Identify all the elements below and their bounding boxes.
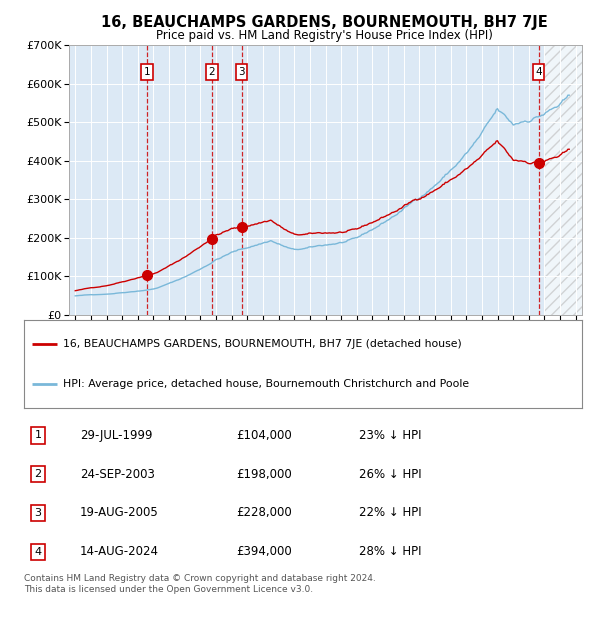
- Bar: [544, 45, 598, 315]
- Text: 16, BEAUCHAMPS GARDENS, BOURNEMOUTH, BH7 7JE (detached house): 16, BEAUCHAMPS GARDENS, BOURNEMOUTH, BH7…: [63, 339, 462, 349]
- Text: 3: 3: [34, 508, 41, 518]
- Text: 2: 2: [208, 67, 215, 77]
- Text: 19-AUG-2005: 19-AUG-2005: [80, 507, 158, 520]
- Text: £104,000: £104,000: [236, 429, 292, 442]
- Text: 1: 1: [34, 430, 41, 440]
- Text: 4: 4: [535, 67, 542, 77]
- Text: 16, BEAUCHAMPS GARDENS, BOURNEMOUTH, BH7 7JE: 16, BEAUCHAMPS GARDENS, BOURNEMOUTH, BH7…: [101, 15, 547, 30]
- Text: £394,000: £394,000: [236, 545, 292, 558]
- Text: 4: 4: [34, 547, 41, 557]
- Text: Price paid vs. HM Land Registry's House Price Index (HPI): Price paid vs. HM Land Registry's House …: [155, 29, 493, 42]
- Text: 22% ↓ HPI: 22% ↓ HPI: [359, 507, 421, 520]
- Text: 26% ↓ HPI: 26% ↓ HPI: [359, 467, 421, 481]
- Text: 14-AUG-2024: 14-AUG-2024: [80, 545, 159, 558]
- Text: 29-JUL-1999: 29-JUL-1999: [80, 429, 152, 442]
- Text: 3: 3: [238, 67, 245, 77]
- Text: £228,000: £228,000: [236, 507, 292, 520]
- Text: 23% ↓ HPI: 23% ↓ HPI: [359, 429, 421, 442]
- Text: 1: 1: [143, 67, 150, 77]
- Text: £198,000: £198,000: [236, 467, 292, 481]
- Text: 28% ↓ HPI: 28% ↓ HPI: [359, 545, 421, 558]
- Text: 24-SEP-2003: 24-SEP-2003: [80, 467, 155, 481]
- Text: 2: 2: [34, 469, 41, 479]
- Text: HPI: Average price, detached house, Bournemouth Christchurch and Poole: HPI: Average price, detached house, Bour…: [63, 379, 469, 389]
- Text: Contains HM Land Registry data © Crown copyright and database right 2024.
This d: Contains HM Land Registry data © Crown c…: [24, 574, 376, 593]
